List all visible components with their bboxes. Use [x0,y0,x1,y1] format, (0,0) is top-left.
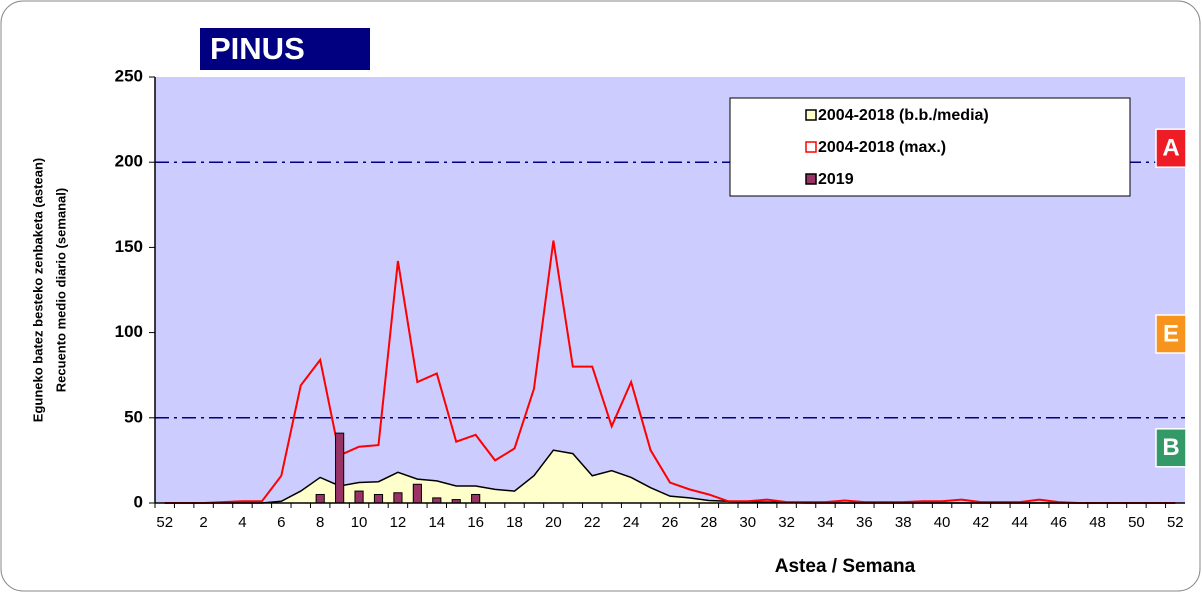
legend-label: 2004-2018 (b.b./media) [818,107,989,124]
bar [315,493,325,504]
y-tick-label: 250 [115,66,143,85]
zone-box [1155,314,1187,354]
x-tick-label: 30 [739,514,756,531]
bar [373,493,384,504]
x-tick-label: 40 [934,514,951,531]
zone-label: B [1162,434,1179,461]
title-box [200,28,370,70]
line [164,240,1176,504]
x-tick-label: 16 [467,514,484,531]
x-tick-label: 12 [390,514,407,531]
x-tick-label: 10 [351,514,368,531]
legend-swatch [805,141,817,153]
bar [412,483,422,504]
x-tick-label: 28 [701,514,718,531]
x-tick-label: 20 [545,514,562,531]
x-tick-label: 18 [506,514,523,531]
x-tick-label: 46 [1050,514,1067,531]
x-tick-label: 42 [973,514,990,531]
y-axis-label: Eguneko batez besteko zenbaketa (astean) [30,158,45,422]
x-tick-label: 34 [817,514,834,531]
x-tick-label: 38 [895,514,912,531]
x-tick-label: 32 [778,514,795,531]
bar [354,490,364,504]
x-tick-label: 50 [1128,514,1145,531]
x-tick-label: 14 [428,514,445,531]
x-tick-label: 52 [156,514,173,531]
y-tick-label: 0 [134,492,143,511]
x-tick-label: 4 [238,514,246,531]
bar [393,492,403,504]
bar [432,497,442,504]
legend [729,97,1131,197]
zone-box [1155,428,1187,468]
zone-box [1155,128,1187,168]
bar [471,493,481,504]
legend-label: 2019 [818,171,854,188]
x-tick-label: 8 [316,514,324,531]
zone-label: A [1162,135,1179,162]
x-tick-label: 36 [856,514,873,531]
chart-title: PINUS [210,31,305,66]
y-tick-label: 100 [115,322,143,341]
x-tick-label: 6 [277,514,285,531]
x-axis-label: Astea / Semana [775,556,916,577]
x-tick-label: 2 [199,514,207,531]
legend-swatch [805,173,817,185]
x-tick-label: 24 [623,514,640,531]
legend-label: 2004-2018 (max.) [818,139,946,156]
x-tick-label: 48 [1089,514,1106,531]
zone-label: E [1163,320,1179,347]
x-tick-label: 52 [1167,514,1184,531]
y-tick-label: 200 [115,152,143,171]
legend-swatch [805,109,817,121]
y-tick-label: 50 [124,407,143,426]
x-tick-label: 26 [662,514,679,531]
y-axis-label: Recuento medio diario (semanal) [53,188,68,392]
y-tick-label: 150 [115,237,143,256]
x-tick-label: 44 [1011,514,1028,531]
bar [335,432,345,504]
x-tick-label: 22 [584,514,601,531]
